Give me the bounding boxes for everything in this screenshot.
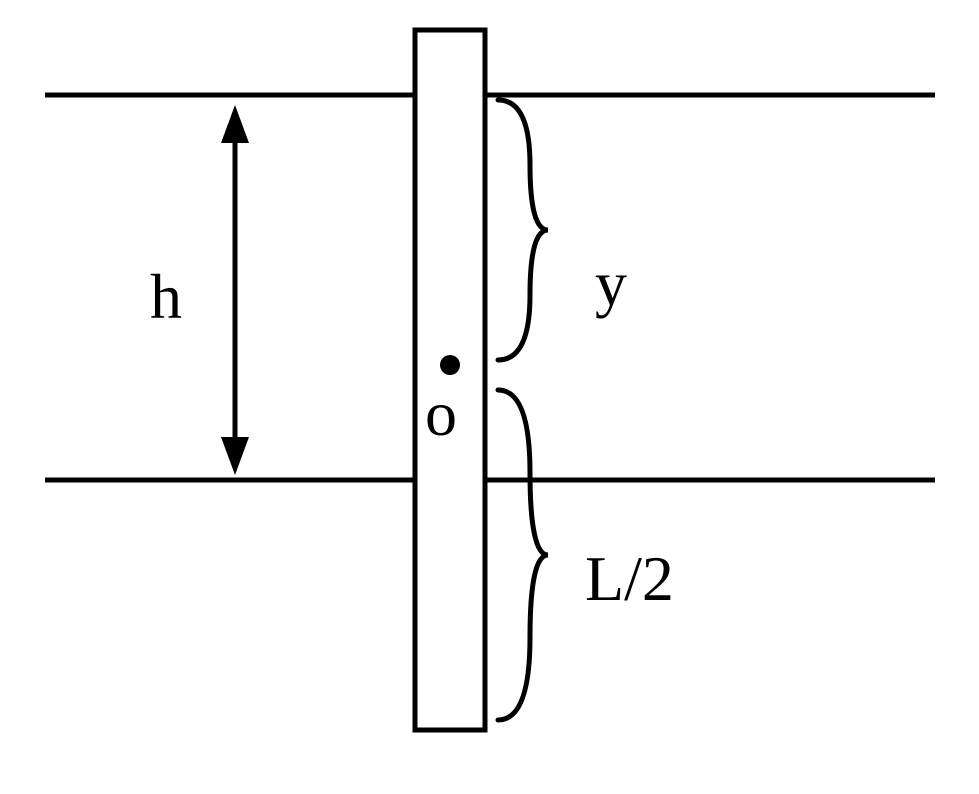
center-dot [440,355,460,375]
label-h: h [150,261,182,332]
label-o: o [425,378,457,449]
canvas-bg [0,0,979,794]
label-y: y [595,248,627,319]
label-Lhalf: L/2 [585,543,674,614]
